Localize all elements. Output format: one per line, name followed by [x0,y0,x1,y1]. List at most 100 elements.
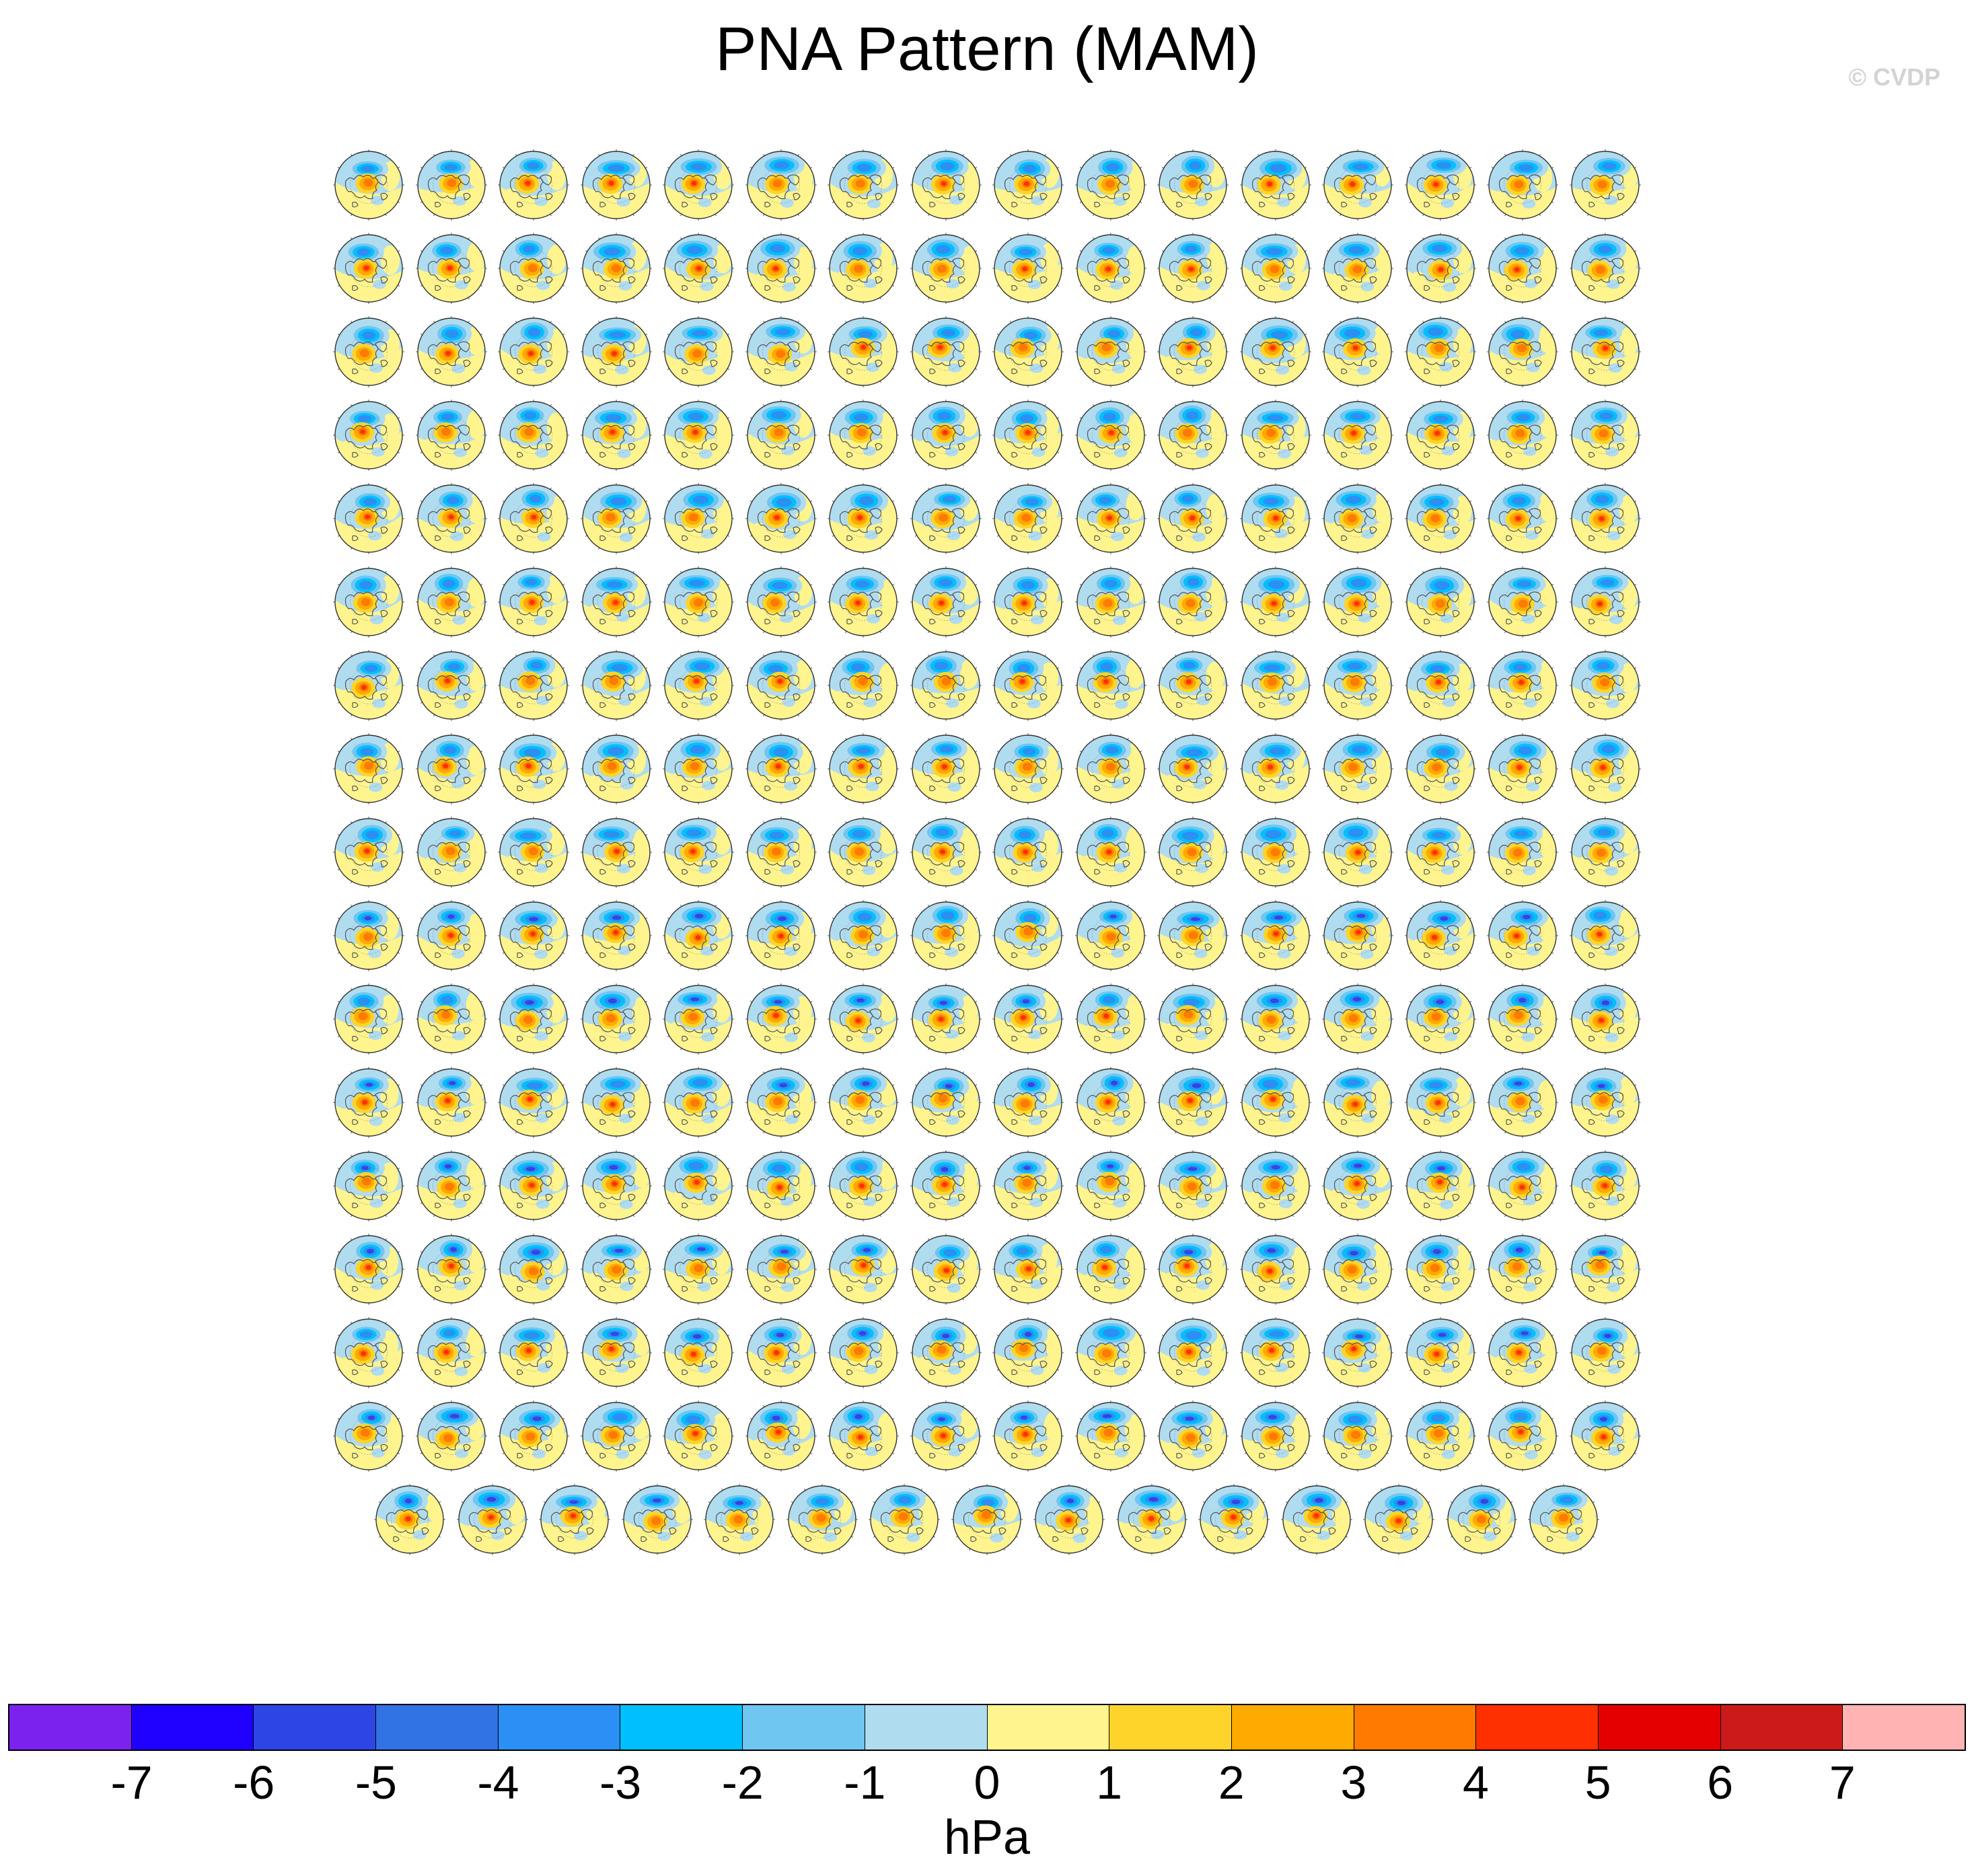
colorbar-tick-label: -1 [844,1756,886,1809]
polar-map-panel [1239,733,1311,804]
polar-map-panel [1157,1400,1229,1472]
polar-map-panel [828,733,899,804]
colorbar-segment [9,1705,132,1750]
polar-map-panel [992,400,1064,471]
polar-map-panel [992,650,1064,721]
polar-map-panel [456,1484,528,1555]
polar-map-panel [1487,400,1558,471]
polar-map-panel [415,149,487,221]
colorbar-tick-label: 5 [1584,1756,1611,1809]
colorbar-tick-label: -6 [233,1756,275,1809]
polar-map-panel [1074,817,1146,888]
colorbar-segment [1720,1705,1843,1750]
polar-map-panel [1404,1150,1476,1222]
colorbar-tick-label: -5 [355,1756,397,1809]
polar-map-panel [415,1067,487,1138]
polar-map-panel [745,1400,817,1472]
polar-map-panel [1487,1234,1558,1305]
polar-map-panel [374,1484,446,1555]
polar-map-panel [910,483,982,554]
polar-map-panel [828,1400,899,1472]
polar-map-panel [1074,233,1146,304]
polar-map-panel [992,733,1064,804]
polar-map-panel [498,316,569,387]
polar-map-panel [1404,983,1476,1055]
polar-map-panel [580,566,652,638]
polar-map-panel [1569,983,1641,1055]
polar-map-panel [1569,233,1641,304]
polar-map-panel [1487,650,1558,721]
polar-map-panel [1404,483,1476,554]
polar-map-panel [415,566,487,638]
polar-map-panel [745,983,817,1055]
polar-map-panel [828,1234,899,1305]
polar-map-panel [828,149,899,221]
polar-map-panel [1239,400,1311,471]
polar-map-panel [415,1317,487,1388]
polar-map-panel [828,1067,899,1138]
colorbar-tick-label: -3 [599,1756,642,1809]
polar-map-panel [1445,1484,1517,1555]
polar-map-panel [498,733,569,804]
polar-map-panel [415,233,487,304]
polar-map-panel [580,650,652,721]
polar-map-panel [745,149,817,221]
polar-map-panel [333,316,404,387]
polar-map-panel [333,733,404,804]
polar-map-panel [1487,1400,1558,1472]
polar-map-panel [828,983,899,1055]
polar-map-panel [745,483,817,554]
polar-map-panel [415,983,487,1055]
polar-map-panel [1074,1234,1146,1305]
polar-map-panel [1074,316,1146,387]
polar-map-panel [1404,1067,1476,1138]
polar-map-panel [786,1484,858,1555]
polar-map-panel [663,1317,734,1388]
polar-map-panel [663,400,734,471]
polar-map-panel [1074,1150,1146,1222]
polar-map-panel [992,1317,1064,1388]
polar-map-panel [1239,1400,1311,1472]
polar-map-panel [1239,1317,1311,1388]
polar-map-panel [663,1150,734,1222]
polar-map-panel [992,983,1064,1055]
polar-map-panel [663,233,734,304]
polar-map-panel [1487,983,1558,1055]
colorbar-tick-label: 0 [974,1756,1000,1809]
polar-map-panel [992,817,1064,888]
polar-map-panel [1569,149,1641,221]
polar-map-panel [415,400,487,471]
polar-map-panel [910,233,982,304]
polar-map-panel [745,233,817,304]
polar-map-panel [745,1150,817,1222]
polar-map-panel [1404,1400,1476,1472]
polar-map-panel [333,900,404,971]
polar-map-panel [1322,1234,1393,1305]
polar-map-panel [1569,316,1641,387]
polar-map-panel [745,1234,817,1305]
polar-map-panel [1322,983,1393,1055]
polar-map-panel [745,900,817,971]
polar-map-panel [333,817,404,888]
polar-map-panel [1239,233,1311,304]
polar-map-panel [498,483,569,554]
polar-map-panel [704,1484,776,1555]
polar-map-panel [910,400,982,471]
polar-map-panel [1487,817,1558,888]
polar-map-panel [580,817,652,888]
polar-map-panel [1569,817,1641,888]
polar-map-panel [1074,983,1146,1055]
polar-map-panel [415,316,487,387]
polar-map-panel [1239,817,1311,888]
polar-map-panel [1239,483,1311,554]
polar-map-panel [1239,900,1311,971]
polar-map-panel [1322,316,1393,387]
polar-map-panel [580,1400,652,1472]
polar-map-panel [992,1234,1064,1305]
polar-map-panel [415,1234,487,1305]
polar-map-panel [415,733,487,804]
colorbar-segment [865,1705,988,1750]
polar-map-panel [415,483,487,554]
polar-map-panel [580,1150,652,1222]
polar-map-panel [1528,1484,1600,1555]
